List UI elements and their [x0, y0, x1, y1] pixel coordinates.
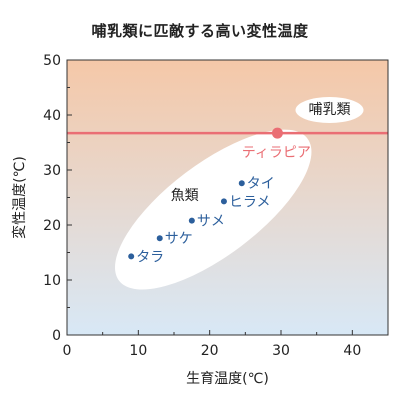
- y-axis-label: 変性温度(℃): [11, 156, 28, 239]
- mammal-reference: 哺乳類: [67, 97, 388, 135]
- data-point-5: [238, 180, 245, 187]
- x-tick-label: 20: [201, 343, 219, 359]
- fish-group-ellipse: [115, 129, 312, 290]
- x-tick-label: 10: [129, 343, 147, 359]
- data-point-6: [271, 127, 283, 139]
- data-point-label-2: サケ: [165, 231, 193, 247]
- x-tick-label: 0: [63, 343, 72, 359]
- x-axis: 0 10 20 30 40: [63, 330, 361, 359]
- x-axis-label: 生育温度(℃): [186, 371, 269, 387]
- data-point-label-4: ヒラメ: [229, 194, 271, 210]
- data-point-3: [188, 217, 195, 224]
- y-tick-label: 10: [43, 273, 61, 289]
- x-tick-label: 30: [272, 343, 290, 359]
- mammal-label: 哺乳類: [309, 102, 351, 118]
- fish-group-label: 魚類: [171, 188, 199, 204]
- y-tick-label: 50: [43, 53, 61, 69]
- data-point-label-1: タラ: [136, 249, 164, 265]
- data-point-1: [128, 253, 135, 260]
- chart-title: 哺乳類に匹敵する高い変性温度: [91, 22, 309, 40]
- data-point-label-3: サメ: [197, 214, 225, 230]
- data-point-label-6: ティラピア: [242, 145, 311, 161]
- y-tick-label: 20: [43, 218, 61, 234]
- data-point-2: [156, 235, 163, 242]
- y-tick-label: 30: [43, 163, 61, 179]
- y-axis: 0 10 20 30 40 50: [43, 53, 72, 344]
- y-tick-label: 40: [43, 108, 61, 124]
- data-point-label-5: タイ: [247, 176, 275, 192]
- data-point-4: [220, 198, 227, 205]
- y-tick-label: 0: [52, 328, 61, 344]
- mammal-label-badge: [295, 97, 364, 124]
- x-tick-label: 40: [343, 343, 361, 359]
